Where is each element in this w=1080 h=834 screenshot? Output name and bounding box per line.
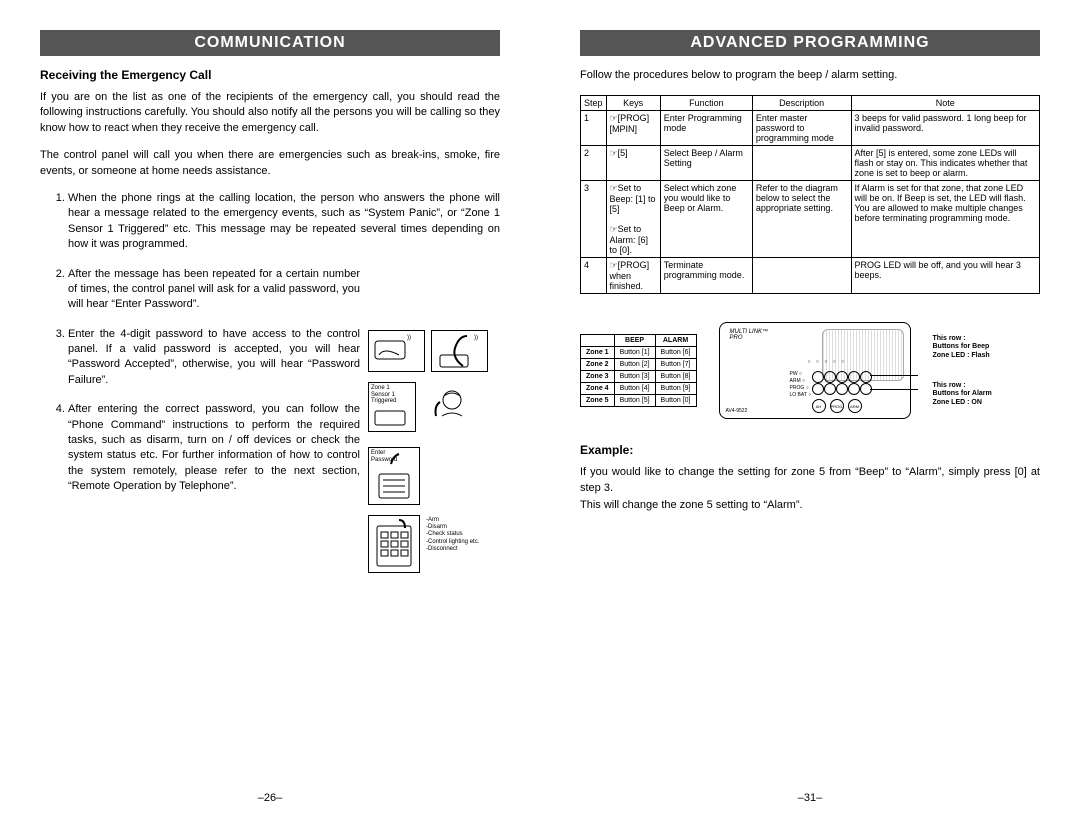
zone-table: BEEP ALARM Zone 1Button [1]Button [6] Zo… <box>580 334 697 407</box>
col-step: Step <box>581 96 607 111</box>
table-row: 2 ☞[5] Select Beep / Alarm Setting After… <box>581 146 1040 181</box>
table-row: 4 ☞[PROG] when finished. Terminate progr… <box>581 258 1040 294</box>
device-panel-icon: MULTI LINK™ PRO ○ ○ ○ ○ ○ PW ○ARM ○PROG … <box>719 322 911 419</box>
illus-person-icon <box>422 382 477 437</box>
svg-text:)): )) <box>474 335 478 341</box>
cmd-disconnect: -Disconnect <box>426 546 479 553</box>
page-number-right: –31– <box>540 792 1080 804</box>
illustration-stack: )) )) Zone 1 Sensor 1 Triggered Enter Pa… <box>368 330 498 583</box>
table-row: 1 ☞[PROG] [MPIN] Enter Programming mode … <box>581 111 1040 146</box>
illus-handset-icon: )) <box>431 330 488 372</box>
example-heading: Example: <box>580 443 1040 457</box>
example-line-2: This will change the zone 5 setting to “… <box>580 498 1040 513</box>
illus-panel-icon: )) <box>368 330 425 372</box>
annot-beep: This row : Buttons for Beep Zone LED : F… <box>933 335 992 360</box>
intro-para-2: The control panel will call you when the… <box>40 148 500 179</box>
zone-diagram: BEEP ALARM Zone 1Button [1]Button [6] Zo… <box>580 322 1040 419</box>
illus-keypad-icon <box>368 515 420 573</box>
illus-enter-password-icon: Enter Password <box>368 447 420 505</box>
illus-zone-msg-icon: Zone 1 Sensor 1 Triggered <box>368 382 416 432</box>
phone-commands-list: -Arm -Disarm -Check status -Control ligh… <box>426 517 479 553</box>
zone-leds: ○ ○ ○ ○ ○ <box>808 359 847 365</box>
page-communication: COMMUNICATION Receiving the Emergency Ca… <box>0 0 540 834</box>
col-function: Function <box>660 96 752 111</box>
annot-alarm: This row : Buttons for Alarm Zone LED : … <box>933 382 992 407</box>
page-advanced-programming: ADVANCED PROGRAMMING Follow the procedur… <box>540 0 1080 834</box>
annotation-column: This row : Buttons for Beep Zone LED : F… <box>933 335 992 407</box>
step-1: When the phone rings at the calling loca… <box>68 191 500 253</box>
indicator-labels: PW ○ARM ○PROG ○LO BAT ○ <box>790 371 812 399</box>
adv-intro: Follow the procedures below to program t… <box>580 68 1040 83</box>
page-number-left: –26– <box>0 792 540 804</box>
col-note: Note <box>851 96 1040 111</box>
header-communication: COMMUNICATION <box>40 30 500 56</box>
header-advanced: ADVANCED PROGRAMMING <box>580 30 1040 56</box>
example-line-1: If you would like to change the setting … <box>580 465 1040 496</box>
step-2: After the message has been repeated for … <box>68 267 500 313</box>
intro-para-1: If you are on the list as one of the rec… <box>40 90 500 136</box>
col-description: Description <box>752 96 851 111</box>
table-row: 3 ☞Set to Beep: [1] to [5] ☞Set to Alarm… <box>581 181 1040 258</box>
device-model: AV4-9522 <box>726 408 748 414</box>
subheading-emergency: Receiving the Emergency Call <box>40 68 500 82</box>
keypad-icon <box>812 371 870 393</box>
device-brand: MULTI LINK™ PRO <box>730 329 769 341</box>
svg-text:)): )) <box>407 335 411 341</box>
cmd-check-status: -Check status <box>426 531 479 538</box>
bottom-buttons: AHPROGARM <box>812 399 862 413</box>
cmd-control-lighting: -Control lighting etc. <box>426 539 479 546</box>
programming-table: Step Keys Function Description Note 1 ☞[… <box>580 95 1040 294</box>
cmd-arm: -Arm <box>426 517 479 524</box>
col-keys: Keys <box>606 96 660 111</box>
cmd-disarm: -Disarm <box>426 524 479 531</box>
